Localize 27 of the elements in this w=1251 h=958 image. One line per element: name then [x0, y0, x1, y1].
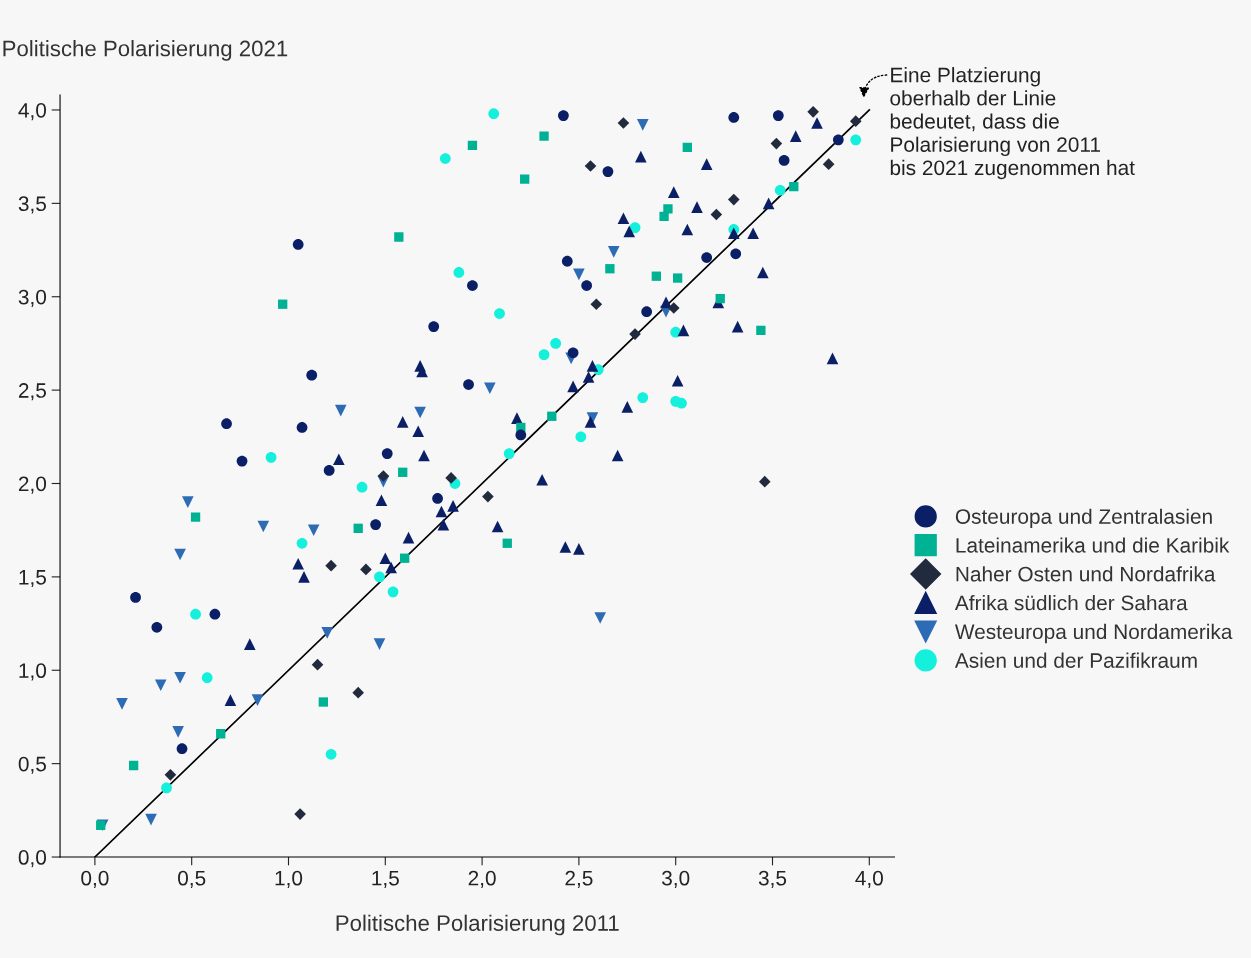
annotation: Eine Platzierung oberhalb der Linie bedeutet, dass die Polarisierung von 2011 bis 2021 zugenommen hat	[890, 67, 1135, 180]
x-tick-label: 0,5	[178, 870, 206, 888]
y-tick-label: 2,5	[18, 383, 46, 401]
x-tick-label: 0,0	[81, 870, 109, 888]
x-axis-title: Politische Polarisierung 2011	[336, 914, 619, 936]
y-tick-label: 0,5	[18, 756, 46, 774]
legend-label: Asien und der Pazifikraum	[954, 652, 1197, 668]
x-tick-label: 2,0	[468, 870, 496, 888]
x-tick-label: 3,5	[758, 870, 787, 888]
legend-label: Osteuropa und Zentralasien	[955, 508, 1212, 529]
x-tick-label: 2,5	[565, 870, 593, 888]
legend-label: Lateinamerika und die Karibik	[956, 537, 1230, 553]
legend-label: Westeuropa und Nordamerika	[954, 623, 1233, 644]
x-tick-label: 1,5	[372, 870, 399, 888]
y-axis-title: Politische Polarisierung 2021	[3, 40, 288, 61]
x-tick-label: 4,0	[855, 870, 883, 888]
y-tick-label: 2,0	[18, 476, 47, 494]
legend-label: Naher Osten und Nordafrika	[956, 566, 1216, 582]
y-tick-label: 1,0	[19, 663, 47, 681]
y-tick-label: 1,5	[19, 570, 46, 588]
y-tick-label: 3,5	[18, 196, 46, 214]
x-tick-label: 3,0	[662, 870, 690, 888]
x-tick-label: 1,0	[275, 870, 303, 888]
y-tick-label: 0,0	[18, 850, 47, 868]
y-tick-label: 3,0	[18, 289, 47, 307]
y-tick-label: 4,0	[18, 102, 47, 121]
legend-label: Afrika südlich der Sahara	[954, 595, 1188, 611]
